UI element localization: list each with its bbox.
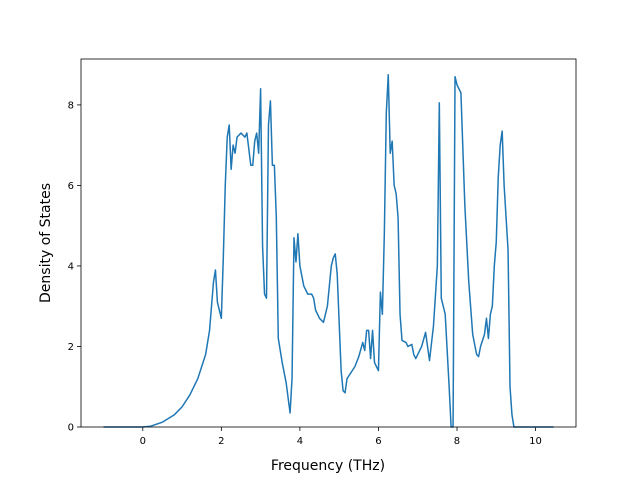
- y-tick-label: 4: [68, 261, 74, 272]
- x-axis-label: Frequency (THz): [271, 458, 385, 474]
- x-tick-label: 6: [375, 436, 381, 447]
- plot-frame: [80, 58, 577, 428]
- y-axis-label: Density of States: [38, 183, 54, 303]
- x-tick-label: 2: [218, 436, 224, 447]
- y-tick-label: 8: [68, 100, 74, 111]
- line: [103, 73, 554, 428]
- x-tick-label: 8: [454, 436, 460, 447]
- x-tick-label: 0: [140, 436, 146, 447]
- x-tick-label: 4: [297, 436, 303, 447]
- y-tick-label: 2: [68, 342, 74, 353]
- x-tick-label: 10: [529, 436, 542, 447]
- y-tick-label: 0: [68, 423, 74, 434]
- y-tick-label: 6: [68, 181, 74, 192]
